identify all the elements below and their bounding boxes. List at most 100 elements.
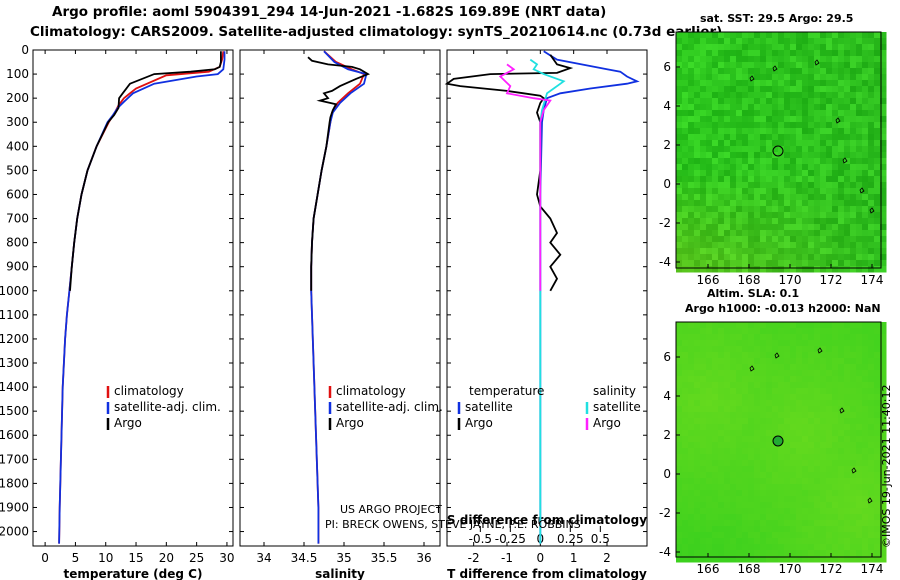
sla-map-cell [850, 478, 857, 485]
sla-map-cell [712, 328, 719, 335]
sst-map-cell [874, 140, 881, 147]
sst-map-cell [700, 230, 707, 237]
difference-xtick-label: 1 [570, 551, 578, 565]
sst-map-cell [784, 92, 791, 99]
sst-map-cell [754, 242, 761, 249]
sla-map-cell [880, 322, 887, 329]
sla-map-cell [802, 502, 809, 509]
sla-map-cell [760, 454, 767, 461]
sst-map-cell [688, 206, 695, 213]
sla-map-cell [868, 418, 875, 425]
sla-map-cell [742, 550, 749, 557]
sla-map-cell [826, 508, 833, 515]
sst-map-cell [772, 80, 779, 87]
sla-map-cell [868, 508, 875, 515]
sla-map-cell [790, 508, 797, 515]
sst-map-cell [880, 266, 887, 273]
sst-map-cell [754, 212, 761, 219]
sst-map-cell [694, 134, 701, 141]
sst-map-cell [808, 110, 815, 117]
sst-map-cell [754, 104, 761, 111]
sst-map-cell [802, 146, 809, 153]
sla-map-cell [856, 514, 863, 521]
sst-map-cell [754, 116, 761, 123]
salinity-legend-label: satellite-adj. clim. [336, 400, 443, 414]
sst-map-cell [874, 116, 881, 123]
sst-map-cell [832, 152, 839, 159]
sla-map-cell [712, 496, 719, 503]
sst-map-cell [838, 104, 845, 111]
sst-map-cell [850, 32, 857, 39]
sst-map-cell [760, 212, 767, 219]
sla-map-cell [838, 388, 845, 395]
sla-map-cell [850, 334, 857, 341]
sst-map-cell [802, 122, 809, 129]
sst-map-cell [778, 242, 785, 249]
sla-map-cell [736, 400, 743, 407]
sst-map-cell [766, 92, 773, 99]
sla-map-cell [826, 328, 833, 335]
sst-map-cell [682, 92, 689, 99]
sla-map-cell [880, 430, 887, 437]
sla-map-xtick-label: 174 [861, 562, 884, 576]
sst-map-cell [772, 248, 779, 255]
sla-map-cell [778, 400, 785, 407]
sla-map-cell [730, 364, 737, 371]
sst-map-cell [790, 254, 797, 261]
sst-map-cell [874, 254, 881, 261]
sst-map-cell [802, 98, 809, 105]
sst-map-cell [784, 188, 791, 195]
sst-map-cell [826, 38, 833, 45]
sla-map-cell [736, 460, 743, 467]
sst-map-cell [814, 80, 821, 87]
sla-map-cell [868, 454, 875, 461]
sst-map-cell [706, 254, 713, 261]
sla-map-cell [778, 484, 785, 491]
sla-map-cell [772, 538, 779, 545]
sla-map-cell [772, 472, 779, 479]
sla-map-cell [748, 544, 755, 551]
sla-map-cell [796, 550, 803, 557]
sst-map-cell [814, 182, 821, 189]
sla-map-cell [868, 352, 875, 359]
sla-map-cell [694, 556, 701, 563]
sst-map-cell [736, 104, 743, 111]
sst-map-cell [724, 266, 731, 273]
sst-map-cell [706, 50, 713, 57]
sla-map-cell [868, 550, 875, 557]
sla-map-cell [844, 376, 851, 383]
sst-map-cell [850, 170, 857, 177]
sla-map-cell [850, 550, 857, 557]
sla-map-cell [754, 538, 761, 545]
sst-map-cell [706, 206, 713, 213]
sst-map-cell [748, 248, 755, 255]
sla-map-cell [736, 472, 743, 479]
sst-map-cell [826, 176, 833, 183]
sst-map-cell [754, 248, 761, 255]
sla-map-cell [838, 340, 845, 347]
sla-map-cell [778, 424, 785, 431]
sst-map-cell [682, 152, 689, 159]
sst-map-cell [766, 242, 773, 249]
sst-map-cell [718, 128, 725, 135]
sla-map-cell [718, 334, 725, 341]
sst-map-cell [868, 98, 875, 105]
sst-map-cell [796, 248, 803, 255]
sst-map-cell [808, 176, 815, 183]
sla-map-cell [766, 358, 773, 365]
sla-map-cell [880, 442, 887, 449]
sst-map-cell [760, 188, 767, 195]
sla-map-cell [700, 328, 707, 335]
sla-map-xtick-label: 166 [697, 562, 720, 576]
sla-map-cell [682, 352, 689, 359]
sst-map-cell [736, 200, 743, 207]
sla-map-cell [688, 550, 695, 557]
sst-map-cell [688, 56, 695, 63]
sla-map-cell [796, 418, 803, 425]
sst-map-cell [838, 146, 845, 153]
sst-map-cell [778, 104, 785, 111]
sla-map-cell [790, 496, 797, 503]
sla-map-cell [784, 370, 791, 377]
sst-map-cell [826, 236, 833, 243]
sla-map-cell [688, 556, 695, 563]
